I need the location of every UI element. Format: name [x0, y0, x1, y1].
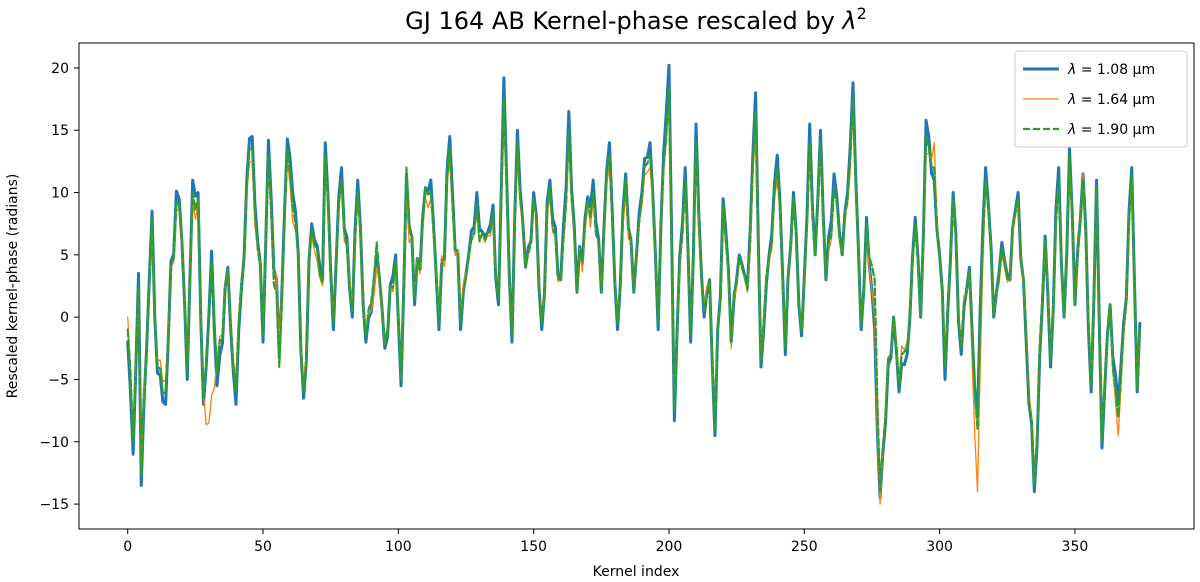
x-tick-label: 150 — [520, 539, 547, 555]
legend: λ = 1.08 μm λ = 1.64 μm λ = 1.90 μm — [1014, 50, 1188, 148]
legend-frame — [1014, 50, 1188, 148]
legend-label-190: λ = 1.90 μm — [1067, 122, 1155, 138]
x-tick-label: 350 — [1062, 539, 1089, 555]
series-line-3 — [126, 85, 1141, 493]
y-tick-label: −15 — [39, 497, 69, 513]
y-axis-label: Rescaled kernel-phase (radians) — [5, 174, 21, 399]
y-tick-label: −5 — [48, 372, 69, 388]
y-tick-label: 10 — [51, 186, 69, 202]
plot-area — [126, 63, 1142, 505]
x-tick-label: 200 — [656, 539, 683, 555]
x-tick-label: 50 — [254, 539, 272, 555]
y-tick-label: 20 — [51, 61, 69, 77]
plot-frame — [78, 42, 1195, 530]
x-tick-label: 300 — [926, 539, 953, 555]
y-tick-label: 15 — [51, 123, 69, 139]
x-tick-label: 0 — [123, 539, 132, 555]
chart-title: GJ 164 AB Kernel-phase rescaled by λ2 — [405, 4, 867, 35]
x-tick-label: 250 — [791, 539, 818, 555]
x-tick-label: 100 — [385, 539, 412, 555]
x-axis-label: Kernel index — [593, 564, 680, 580]
y-tick-label: 0 — [60, 310, 69, 326]
axes: 0 50 100 150 200 250 300 350 −15 −10 −5 0 5 10 15 20 — [39, 42, 1195, 555]
legend-label-164: λ = 1.64 μm — [1067, 92, 1155, 108]
y-tick-label: 5 — [60, 248, 69, 264]
y-tick-label: −10 — [39, 435, 69, 451]
legend-label-108: λ = 1.08 μm — [1067, 62, 1155, 78]
